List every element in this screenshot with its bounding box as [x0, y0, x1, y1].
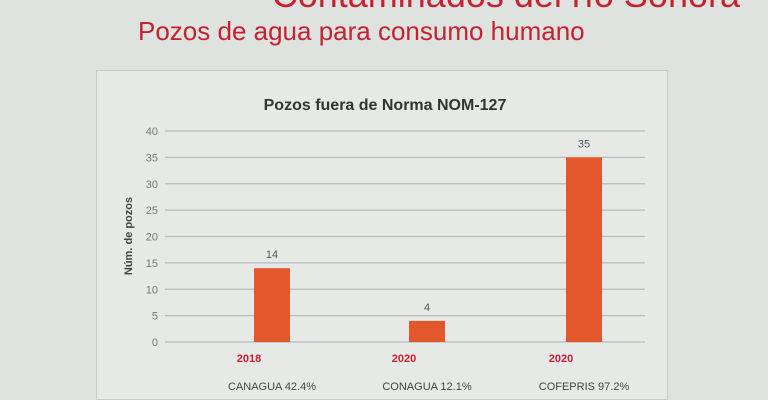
- y-axis-label: Núm. de pozos: [123, 197, 135, 275]
- slide-heading: Contaminados del río Sonora: [120, 0, 740, 16]
- data-label: 14: [266, 249, 278, 261]
- data-label: 35: [578, 138, 590, 150]
- x-category-label: 2018: [237, 353, 261, 365]
- slide-subheading: Pozos de agua para consumo humano: [138, 16, 585, 46]
- y-tick-label: 40: [146, 126, 158, 138]
- x-category-label: 2020: [392, 353, 416, 365]
- y-tick-label: 0: [152, 337, 158, 349]
- y-tick-label: 30: [146, 179, 158, 191]
- y-tick-label: 10: [146, 284, 158, 296]
- bar: [566, 157, 602, 342]
- y-tick-label: 35: [146, 152, 158, 164]
- y-tick-label: 25: [146, 205, 158, 217]
- x-category-label: 2020: [549, 353, 573, 365]
- y-tick-label: 15: [146, 258, 158, 270]
- x-sublabel: COFEPRIS 97.2%: [539, 381, 630, 393]
- bar: [409, 320, 445, 342]
- y-tick-label: 20: [146, 232, 158, 244]
- x-sublabel: CONAGUA 12.1%: [382, 381, 471, 393]
- chart-title: Pozos fuera de Norma NOM-127: [264, 97, 507, 114]
- data-label: 4: [424, 302, 430, 314]
- x-sublabel: CANAGUA 42.4%: [228, 381, 316, 393]
- y-tick-label: 5: [152, 311, 158, 323]
- bar: [254, 268, 290, 342]
